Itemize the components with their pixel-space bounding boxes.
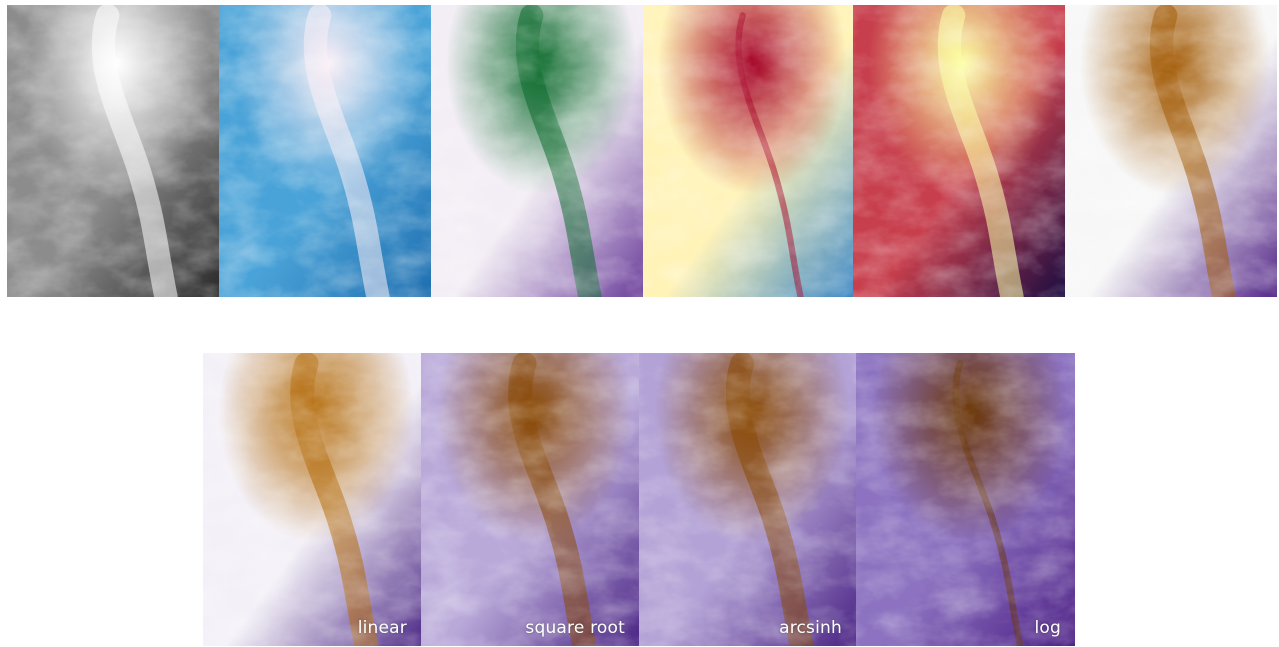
nebula-image [853,5,1065,297]
stretch-label-square-root: square root [525,618,625,638]
nebula-image [421,353,639,646]
stretch-tile-square-root: square root [421,353,639,646]
nebula-image [643,5,853,297]
nebula-image [7,5,219,297]
colormap-tile-blue-yellow-red [643,5,853,297]
nebula-image [431,5,643,297]
stretch-tile-log: log [856,353,1075,646]
stretch-label-log: log [1034,618,1061,638]
colormap-tile-grayscale [7,5,219,297]
colormap-tile-blue [219,5,431,297]
colormap-tile-purple-green [431,5,643,297]
nebula-image [639,353,856,646]
stretch-tile-arcsinh: arcsinh [639,353,856,646]
nebula-image [219,5,431,297]
colormap-tile-inferno [853,5,1065,297]
stretch-tile-linear: linear [203,353,421,646]
nebula-image [856,353,1075,646]
stretch-label-linear: linear [357,618,407,638]
nebula-image [1065,5,1277,297]
nebula-image [203,353,421,646]
colormap-tile-purple-orange [1065,5,1277,297]
stretch-label-arcsinh: arcsinh [779,618,842,638]
